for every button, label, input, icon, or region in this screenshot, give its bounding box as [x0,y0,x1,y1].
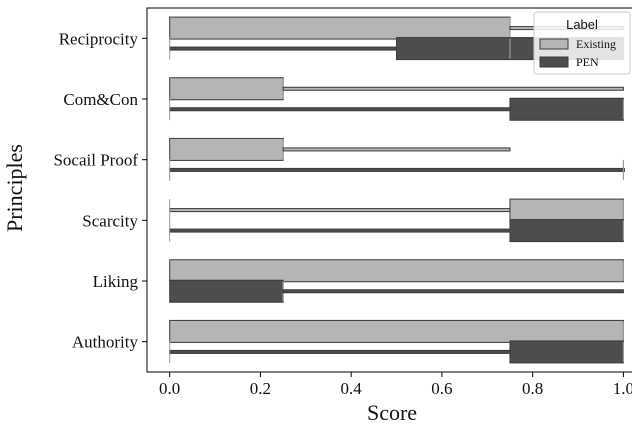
box-iqr [169,16,511,40]
box-pen [169,158,625,181]
box-pen [169,97,624,121]
box-upper-whisker [282,289,624,294]
plot-frame [146,7,632,373]
x-tick-label: 0.2 [250,379,271,398]
box-lower-whisker [169,208,511,213]
box-iqr [169,259,624,283]
box-iqr [169,279,284,303]
box-lower-whisker [169,228,511,233]
x-tick-label: 0.8 [522,379,543,398]
box-existing [169,259,624,283]
box-iqr [509,97,624,121]
y-tick-label: Liking [93,272,139,291]
legend: Label Existing PEN [533,11,631,75]
y-tick-label: Socail Proof [53,151,138,170]
legend-swatch-pen [539,56,569,68]
box-existing [169,319,624,343]
x-axis-title: Score [367,400,417,425]
x-tick-label: 0.6 [431,379,452,398]
box-pen [169,219,624,243]
box-iqr [169,137,284,161]
x-axis-ticks: 0.0 0.2 0.4 0.6 0.8 1.0 [159,372,632,398]
y-tick-label: Scarcity [82,211,138,230]
box-existing [169,198,624,222]
box-existing [169,77,624,101]
y-axis-ticks: Reciprocity Com&Con Socail Proof Scarcity Li… [53,29,147,352]
x-tick-label: 0.4 [341,379,363,398]
legend-swatch-existing [539,38,569,50]
box-existing [169,137,511,161]
box-iqr [169,319,624,343]
box-iqr [509,198,624,222]
box-upper-whisker [282,86,624,91]
y-tick-label: Authority [72,333,139,352]
box-iqr [509,340,624,364]
box-upper-whisker [282,147,511,152]
legend-label-pen: PEN [576,55,599,69]
legend-label-existing: Existing [576,37,616,51]
legend-title: Label [566,17,598,32]
box-lower-whisker [169,167,624,172]
box-lower-whisker [169,349,511,354]
box-lower-whisker [169,107,511,112]
box-pen [169,279,624,303]
box-pen [169,340,624,364]
y-tick-label: Com&Con [63,90,138,109]
box-iqr [509,219,624,243]
x-tick-label: 1.0 [613,379,632,398]
y-tick-label: Reciprocity [59,29,139,48]
box-iqr [169,77,284,101]
x-tick-label: 0.0 [159,379,180,398]
y-axis-title: Principles [2,144,27,232]
box-lower-whisker [169,46,398,51]
